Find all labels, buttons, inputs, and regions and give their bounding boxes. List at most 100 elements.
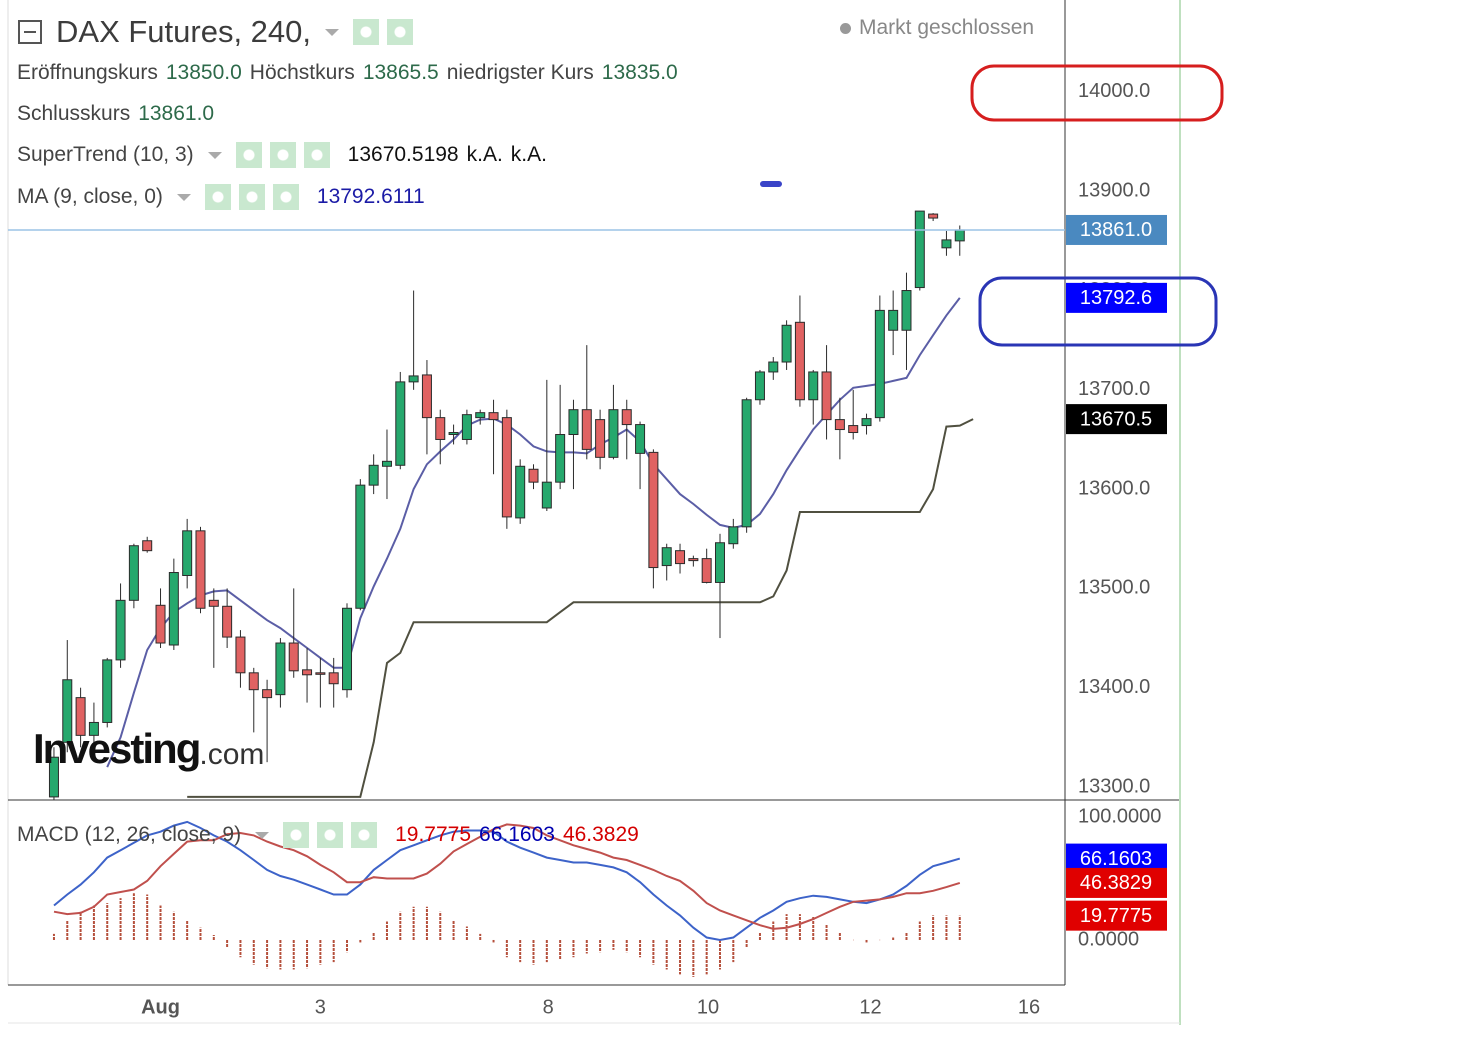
candle-body bbox=[182, 530, 193, 576]
candle-body bbox=[408, 375, 419, 383]
candle-body bbox=[555, 434, 566, 483]
candle-body bbox=[302, 669, 313, 676]
x-tick-label: 16 bbox=[1018, 996, 1040, 1018]
legend-name: MA (9, close, 0) bbox=[17, 185, 163, 208]
candle-body bbox=[155, 604, 166, 644]
candle-body bbox=[501, 417, 512, 518]
candle-body bbox=[848, 425, 859, 434]
ohlc-row: Eröffnungskurs 13850.0 Höchstkurs 13865.5 … bbox=[17, 61, 678, 85]
candle-body bbox=[262, 689, 273, 699]
dropdown[interactable] bbox=[325, 28, 340, 36]
candle-body bbox=[568, 409, 579, 436]
x-tick-label: 3 bbox=[315, 996, 326, 1018]
candle-body bbox=[941, 239, 952, 249]
candle-body bbox=[515, 465, 526, 519]
candle-body bbox=[342, 607, 353, 691]
legend-value: 66.1603 bbox=[479, 823, 555, 846]
candle-body bbox=[395, 381, 406, 466]
legend-value: 19.7775 bbox=[395, 823, 472, 846]
eye-icon[interactable] bbox=[353, 19, 380, 45]
candle-body bbox=[168, 572, 179, 646]
gear-icon[interactable] bbox=[387, 19, 414, 45]
status-text: Markt geschlossen bbox=[859, 16, 1035, 39]
dropdown[interactable] bbox=[176, 193, 191, 201]
panel bbox=[52, 820, 961, 977]
dropdown[interactable] bbox=[207, 151, 222, 159]
annotation-ellipse bbox=[970, 64, 1224, 122]
ohlc-value: 13835.0 bbox=[601, 61, 678, 84]
candle-body bbox=[328, 672, 339, 685]
candle-body bbox=[821, 371, 832, 421]
ohlc-label: niedrigster Kurs bbox=[446, 61, 594, 84]
close-icon[interactable] bbox=[272, 184, 299, 210]
eye-icon[interactable] bbox=[204, 184, 231, 210]
eye-icon[interactable] bbox=[235, 142, 262, 168]
status-dot bbox=[840, 22, 851, 34]
watermark-suffix: .com bbox=[199, 738, 264, 771]
candle-body bbox=[248, 672, 259, 691]
indicator-legend: SuperTrend (10, 3) 13670.5198 k.A. k.A. bbox=[17, 142, 547, 168]
candle-body bbox=[208, 599, 219, 607]
price-badge-label: 13792.6 bbox=[1080, 287, 1152, 309]
gear-icon[interactable] bbox=[238, 184, 265, 210]
candle-body bbox=[954, 229, 965, 242]
y-tick-label: 100.0000 bbox=[1078, 805, 1161, 827]
ohlc-value: 13850.0 bbox=[165, 61, 242, 84]
candle-body bbox=[88, 721, 99, 736]
eye-icon[interactable] bbox=[283, 822, 310, 848]
candle-body bbox=[421, 374, 432, 419]
candle-body bbox=[48, 756, 59, 798]
candle-body bbox=[368, 464, 379, 486]
candle-body bbox=[768, 361, 779, 373]
candle-body bbox=[688, 558, 699, 562]
candle-body bbox=[381, 460, 392, 467]
candle-body bbox=[741, 399, 752, 528]
x-tick-label: Aug bbox=[141, 996, 180, 1018]
candle-body bbox=[648, 451, 659, 569]
title-row: DAX Futures, 240, bbox=[18, 14, 414, 50]
candle-body bbox=[75, 697, 86, 736]
gear-icon[interactable] bbox=[317, 822, 344, 848]
close-icon[interactable] bbox=[303, 142, 330, 168]
ohlc-row: Schlusskurs 13861.0 bbox=[17, 102, 214, 126]
legend-value: k.A. bbox=[466, 143, 503, 166]
y-tick-label: 13300.0 bbox=[1078, 775, 1150, 797]
candle-body bbox=[461, 414, 472, 440]
ohlc-label: Schlusskurs bbox=[17, 102, 131, 125]
candle-body bbox=[448, 432, 459, 436]
y-tick-label: 13600.0 bbox=[1078, 477, 1150, 499]
candle-body bbox=[115, 599, 126, 661]
candle-body bbox=[128, 545, 139, 601]
candle-body bbox=[222, 605, 233, 638]
gear-icon[interactable] bbox=[269, 142, 296, 168]
ohlc-value: 13865.5 bbox=[362, 61, 439, 84]
candle-body bbox=[754, 371, 765, 401]
candle-body bbox=[781, 324, 792, 363]
price-badge-label: 13861.0 bbox=[1080, 219, 1152, 241]
indicator-legend: MA (9, close, 0) 13792.6111 bbox=[17, 184, 425, 210]
x-tick-label: 8 bbox=[543, 996, 554, 1018]
candle-body bbox=[861, 418, 872, 427]
candle-body bbox=[288, 642, 299, 672]
candle-body bbox=[928, 213, 939, 219]
chart-title: DAX Futures, 240, bbox=[56, 14, 312, 49]
candle-body bbox=[834, 419, 845, 431]
price-badge-label: 13670.5 bbox=[1080, 408, 1152, 430]
legend-value: 13670.5198 bbox=[347, 143, 459, 166]
price-badge bbox=[1066, 282, 1167, 313]
candle-body bbox=[195, 530, 206, 609]
candle-body bbox=[488, 412, 499, 421]
close-icon[interactable] bbox=[351, 822, 378, 848]
y-tick-label: 13400.0 bbox=[1078, 676, 1150, 698]
legend-name: SuperTrend (10, 3) bbox=[17, 143, 194, 166]
price-badge-label: 66.1603 bbox=[1080, 848, 1152, 870]
dropdown[interactable] bbox=[255, 831, 270, 839]
collapse-button[interactable] bbox=[18, 20, 42, 44]
series-line bbox=[53, 823, 961, 930]
candle-body bbox=[714, 542, 725, 583]
candle-body bbox=[355, 484, 366, 609]
price-badge bbox=[1066, 404, 1167, 435]
ohlc-label: Eröffnungskurs bbox=[17, 61, 158, 84]
